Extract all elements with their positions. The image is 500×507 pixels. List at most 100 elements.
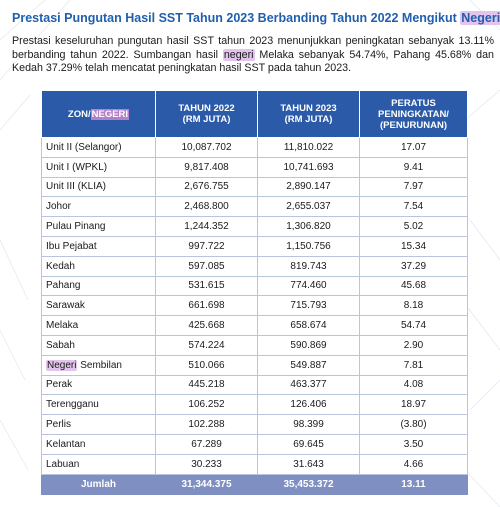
row-2022: 597.085 <box>155 255 258 277</box>
total-pct: 13.11 <box>359 473 468 495</box>
row-2022: 445.218 <box>155 374 258 396</box>
row-name: Sarawak <box>41 295 156 317</box>
row-name-highlight: Negeri <box>46 359 78 371</box>
row-name: Pulau Pinang <box>41 216 156 237</box>
table-row: Pahang 531.615 774.460 45.68 <box>41 275 468 297</box>
header-2022-line1: TAHUN 2022 <box>178 103 235 114</box>
row-2023: 11,810.022 <box>257 137 360 158</box>
summary-part2: Melaka sebanyak 54.74%, Pahang 45.68% da… <box>12 48 494 75</box>
row-name: Perlis <box>41 414 156 435</box>
row-2023: 715.793 <box>257 295 360 317</box>
header-zone-prefix: ZON/ <box>67 108 91 120</box>
row-2022: 574.224 <box>155 334 258 356</box>
row-2022: 1,244.352 <box>155 216 258 237</box>
row-2023: 126.406 <box>257 394 360 416</box>
section-title-highlight: Negeri <box>460 11 500 25</box>
header-2023-line1: TAHUN 2023 <box>280 103 337 114</box>
row-2022: 661.698 <box>155 295 258 317</box>
table-row: Unit III (KLIA) 2,676.755 2,890.147 7.97 <box>41 176 468 198</box>
table-row: Kedah 597.085 819.743 37.29 <box>41 255 468 277</box>
table-header-row: ZON/NEGERI TAHUN 2022 (RM JUTA) TAHUN 202… <box>41 90 468 138</box>
row-pct: 37.29 <box>359 255 468 277</box>
row-name: Kedah <box>41 255 156 277</box>
header-2022-line2: (RM JUTA) <box>182 114 231 125</box>
row-2022: 997.722 <box>155 235 258 257</box>
table-row: Melaka 425.668 658.674 54.74 <box>41 315 468 336</box>
header-zone-highlight: NEGERI <box>90 108 130 120</box>
row-2022: 10,087.702 <box>155 137 258 158</box>
row-pct: 7.97 <box>359 176 468 198</box>
row-pct: 15.34 <box>359 235 468 257</box>
header-pct-line1: PERATUS <box>391 97 436 109</box>
row-name: Labuan <box>41 453 156 475</box>
header-zone: ZON/NEGERI <box>41 90 156 138</box>
table-row: Labuan 30.233 31.643 4.66 <box>41 453 468 475</box>
row-pct: 17.07 <box>359 137 468 158</box>
row-name: Unit II (Selangor) <box>41 137 156 158</box>
table-row: Kelantan 67.289 69.645 3.50 <box>41 433 468 455</box>
row-2023: 774.460 <box>257 275 360 297</box>
row-name: Unit I (WPKL) <box>41 156 156 178</box>
row-name: Terengganu <box>41 394 156 416</box>
row-2022: 425.668 <box>155 315 258 336</box>
row-2023: 819.743 <box>257 255 360 277</box>
header-percent-change: PERATUS PENINGKATAN/(PENURUNAN) <box>359 90 468 138</box>
row-2023: 10,741.693 <box>257 156 360 178</box>
table-row: Terengganu 106.252 126.406 18.97 <box>41 394 468 416</box>
header-2022: TAHUN 2022 (RM JUTA) <box>155 90 258 138</box>
row-name: Pahang <box>41 275 156 297</box>
row-2023: 98.399 <box>257 414 360 435</box>
row-pct: 9.41 <box>359 156 468 178</box>
row-name: Negeri Sembilan <box>41 354 156 376</box>
row-2022: 67.289 <box>155 433 258 455</box>
row-name: Ibu Pejabat <box>41 235 156 257</box>
row-pct: 54.74 <box>359 315 468 336</box>
summary-highlight: negeri <box>222 48 255 61</box>
header-2023-line2: (RM JUTA) <box>284 114 333 125</box>
row-2023: 658.674 <box>257 315 360 336</box>
table-row: Johor 2,468.800 2,655.037 7.54 <box>41 196 468 218</box>
row-2023: 1,150.756 <box>257 235 360 257</box>
row-2022: 2,676.755 <box>155 176 258 198</box>
row-2023: 549.887 <box>257 354 360 376</box>
row-2022: 2,468.800 <box>155 196 258 218</box>
table-row: Perlis 102.288 98.399 (3.80) <box>41 414 468 435</box>
row-2023: 69.645 <box>257 433 360 455</box>
row-pct: 7.81 <box>359 354 468 376</box>
summary-paragraph: Prestasi keseluruhan pungutan hasil SST … <box>12 35 494 76</box>
row-2023: 2,655.037 <box>257 196 360 218</box>
table-row: Perak 445.218 463.377 4.08 <box>41 374 468 396</box>
table-total-row: Jumlah 31,344.375 35,453.372 13.11 <box>41 473 468 495</box>
row-name: Kelantan <box>41 433 156 455</box>
header-pct-line3: (PENURUNAN) <box>379 119 448 131</box>
row-name: Perak <box>41 374 156 396</box>
row-name-rest: Sembilan <box>77 359 122 371</box>
row-2022: 9,817.408 <box>155 156 258 178</box>
row-2023: 463.377 <box>257 374 360 396</box>
row-pct: 2.90 <box>359 334 468 356</box>
row-2022: 510.066 <box>155 354 258 376</box>
row-2023: 2,890.147 <box>257 176 360 198</box>
table-row: Sabah 574.224 590.869 2.90 <box>41 334 468 356</box>
row-2022: 531.615 <box>155 275 258 297</box>
row-2022: 106.252 <box>155 394 258 416</box>
table-row: Unit I (WPKL) 9,817.408 10,741.693 9.41 <box>41 156 468 178</box>
row-pct: 4.08 <box>359 374 468 396</box>
summary-part1: Prestasi keseluruhan pungutan hasil SST … <box>12 35 494 61</box>
row-name: Johor <box>41 196 156 218</box>
row-2022: 102.288 <box>155 414 258 435</box>
header-pct-line2: PENINGKATAN/ <box>378 108 449 120</box>
section-title-text: Prestasi Pungutan Hasil SST Tahun 2023 B… <box>12 11 457 25</box>
row-2023: 31.643 <box>257 453 360 475</box>
table-row: Sarawak 661.698 715.793 8.18 <box>41 295 468 317</box>
row-pct: (3.80) <box>359 414 468 435</box>
row-name: Melaka <box>41 315 156 336</box>
total-2023: 35,453.372 <box>257 473 360 495</box>
row-pct: 3.50 <box>359 433 468 455</box>
table-row: Ibu Pejabat 997.722 1,150.756 15.34 <box>41 235 468 257</box>
row-2023: 1,306.820 <box>257 216 360 237</box>
row-pct: 45.68 <box>359 275 468 297</box>
row-name: Unit III (KLIA) <box>41 176 156 198</box>
header-2023: TAHUN 2023 (RM JUTA) <box>257 90 360 138</box>
